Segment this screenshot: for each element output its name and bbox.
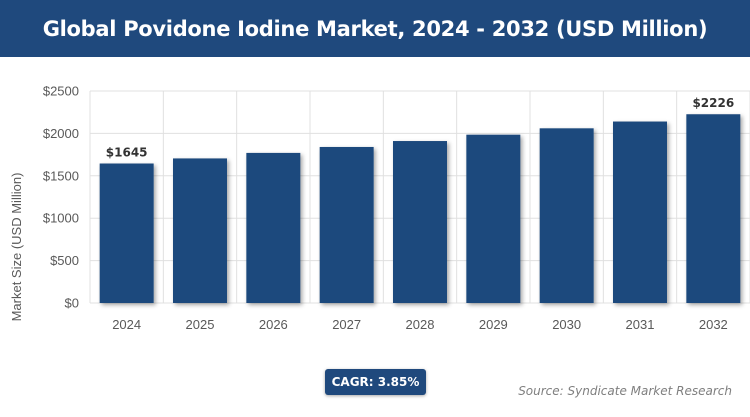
bar-2032 [686, 114, 741, 303]
bars [99, 114, 741, 303]
bar-2031 [613, 121, 667, 303]
bar-2029 [466, 134, 521, 303]
y-tick-label: $2000 [43, 126, 79, 141]
bar-2028 [393, 141, 447, 303]
x-tick-label: 2029 [479, 317, 508, 332]
chart-title: Global Povidone Iodine Market, 2024 - 20… [42, 16, 708, 41]
bar-2027 [319, 146, 374, 303]
y-tick-label: $0 [65, 296, 79, 311]
source-note: Source: Syndicate Market Research [518, 384, 732, 398]
bar-2025 [173, 158, 227, 303]
x-tick-label: 2025 [186, 317, 215, 332]
x-axis-ticks: 2024 2025 2026 2027 2028 2029 2030 2031 2032 [112, 317, 728, 332]
bar-chart: $0 $500 $1000 $1500 $2000 $2500 $1645 $2226 20… [9, 84, 750, 332]
y-tick-label: $500 [50, 253, 79, 268]
x-tick-label: 2030 [552, 317, 581, 332]
x-tick-label: 2026 [259, 317, 288, 332]
x-tick-label: 2031 [626, 317, 655, 332]
x-tick-label: 2024 [112, 317, 141, 332]
y-tick-label: $2500 [43, 84, 79, 99]
x-tick-label: 2027 [332, 317, 361, 332]
x-tick-label: 2028 [406, 317, 435, 332]
y-tick-label: $1500 [43, 168, 79, 183]
bar-2026 [246, 152, 301, 303]
title-bar: Global Povidone Iodine Market, 2024 - 20… [0, 0, 750, 57]
data-label-2024: $1645 [106, 146, 148, 160]
y-axis-label: Market Size (USD Million) [9, 173, 24, 322]
y-tick-label: $1000 [43, 211, 79, 226]
data-labels: $1645 $2226 [106, 96, 734, 159]
x-tick-label: 2032 [699, 317, 728, 332]
bar-2024 [99, 163, 154, 303]
cagr-label: CAGR: 3.85% [331, 375, 420, 389]
data-label-2032: $2226 [692, 96, 734, 110]
y-axis-ticks: $0 $500 $1000 $1500 $2000 $2500 [43, 84, 79, 311]
cagr-badge: CAGR: 3.85% [325, 369, 426, 395]
bar-2030 [539, 128, 594, 303]
